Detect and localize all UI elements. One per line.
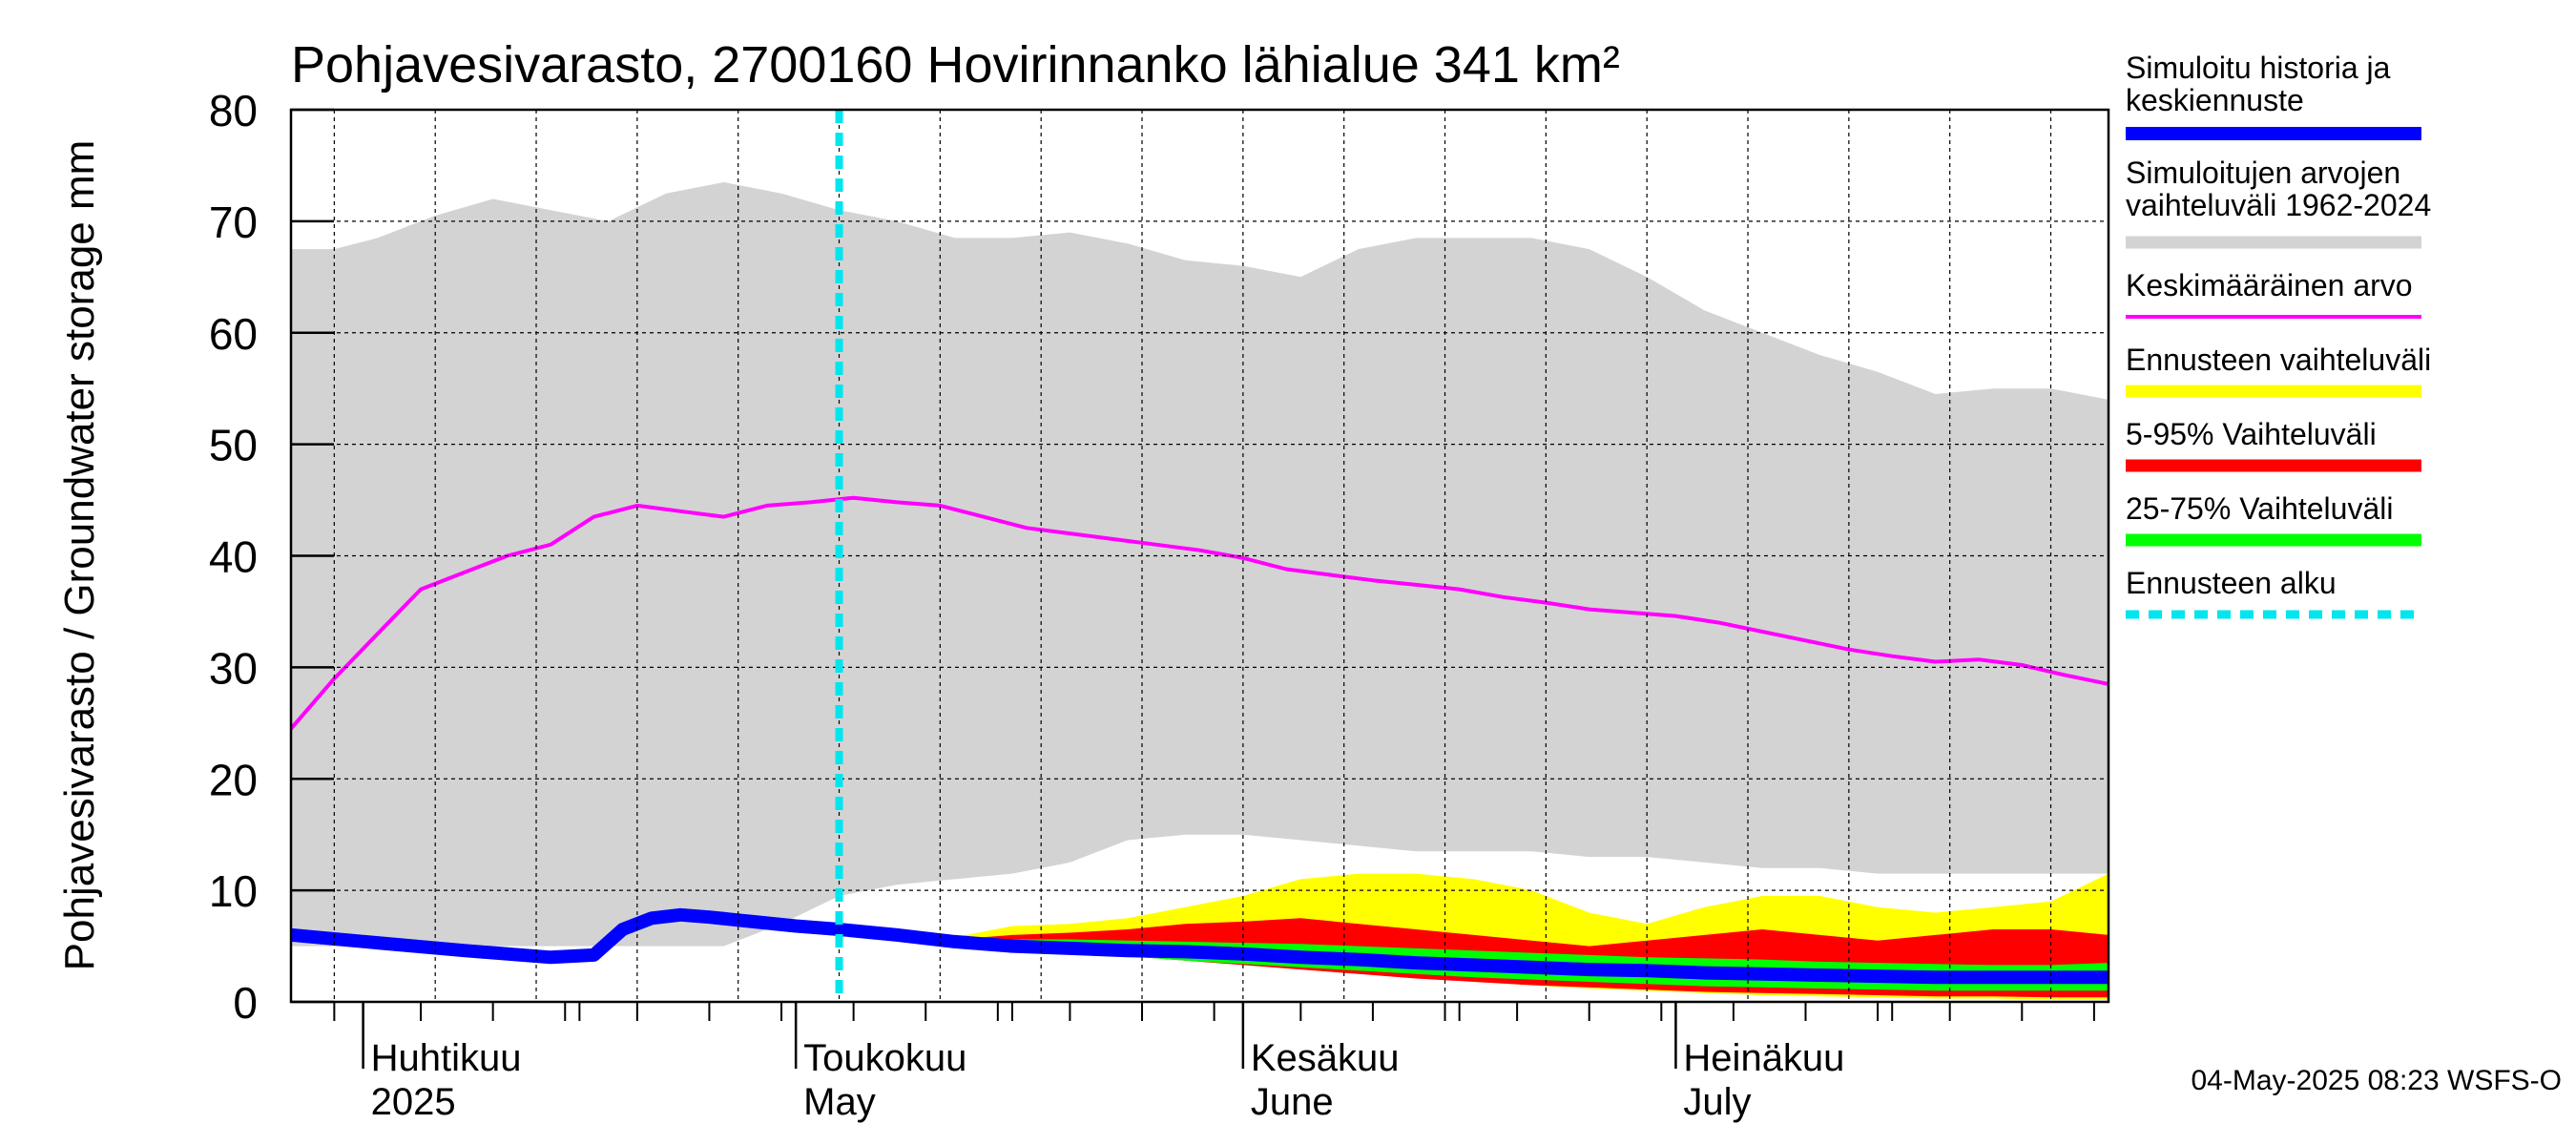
y-tick-labels: 0 10 20 30 40 50 60 70 80 (209, 86, 258, 1028)
legend-label: Simuloitu historia ja (2126, 51, 2391, 85)
x-month-label-fi: Kesäkuu (1251, 1037, 1400, 1079)
legend-label: vaihteluväli 1962-2024 (2126, 188, 2431, 222)
band-simuloitujen-arvojen-vaihteluv-li-1962-2024 (291, 182, 2109, 947)
y-tick-label: 20 (209, 755, 258, 804)
legend-label: Keskimääräinen arvo (2126, 268, 2413, 302)
legend-label: keskiennuste (2126, 83, 2304, 117)
y-tick-label: 60 (209, 309, 258, 359)
y-tick-label: 50 (209, 421, 258, 470)
y-tick-label: 80 (209, 86, 258, 135)
y-tick-label: 30 (209, 643, 258, 693)
legend-label: 5-95% Vaihteluväli (2126, 417, 2377, 451)
legend-label: Ennusteen vaihteluväli (2126, 343, 2431, 377)
chart-title: Pohjavesivarasto, 2700160 Hovirinnanko l… (291, 36, 1620, 94)
plot-area (291, 182, 2109, 1000)
x-month-label-fi: Heinäkuu (1683, 1037, 1844, 1079)
legend-item: Keskimääräinen arvo (2126, 268, 2421, 319)
y-tick-label: 0 (233, 978, 258, 1028)
timestamp: 04-May-2025 08:23 WSFS-O (2192, 1065, 2563, 1096)
legend-item: 25-75% Vaihteluväli (2126, 491, 2421, 547)
series-simuloitu-historia-ja-keskiennuste (291, 907, 2109, 985)
legend-label: Ennusteen alku (2126, 566, 2337, 600)
legend-label: 25-75% Vaihteluväli (2126, 491, 2393, 526)
legend-item: Ennusteen vaihteluväli (2126, 343, 2431, 398)
legend-item: Ennusteen alku (2126, 566, 2421, 619)
grid (291, 110, 2109, 1002)
y-tick-label: 40 (209, 532, 258, 582)
y-axis-label: Pohjavesivarasto / Groundwater storage m… (56, 140, 103, 971)
x-month-label-fi: Huhtikuu (371, 1037, 522, 1079)
x-month-label-en: May (803, 1081, 876, 1123)
legend-label: Simuloitujen arvojen (2126, 156, 2400, 190)
x-month-label-en: July (1683, 1081, 1751, 1123)
legend: Simuloitu historia jakeskiennusteSimuloi… (2126, 51, 2431, 619)
y-tick-label: 70 (209, 198, 258, 247)
x-month-label-en: June (1251, 1081, 1334, 1123)
x-month-label-en: 2025 (371, 1081, 456, 1123)
legend-item: 5-95% Vaihteluväli (2126, 417, 2421, 472)
x-month-label-fi: Toukokuu (803, 1037, 966, 1079)
y-tick-label: 10 (209, 866, 258, 916)
plot-frame (289, 108, 2110, 1004)
series-keskim-r-inen-arvo (291, 495, 2109, 731)
